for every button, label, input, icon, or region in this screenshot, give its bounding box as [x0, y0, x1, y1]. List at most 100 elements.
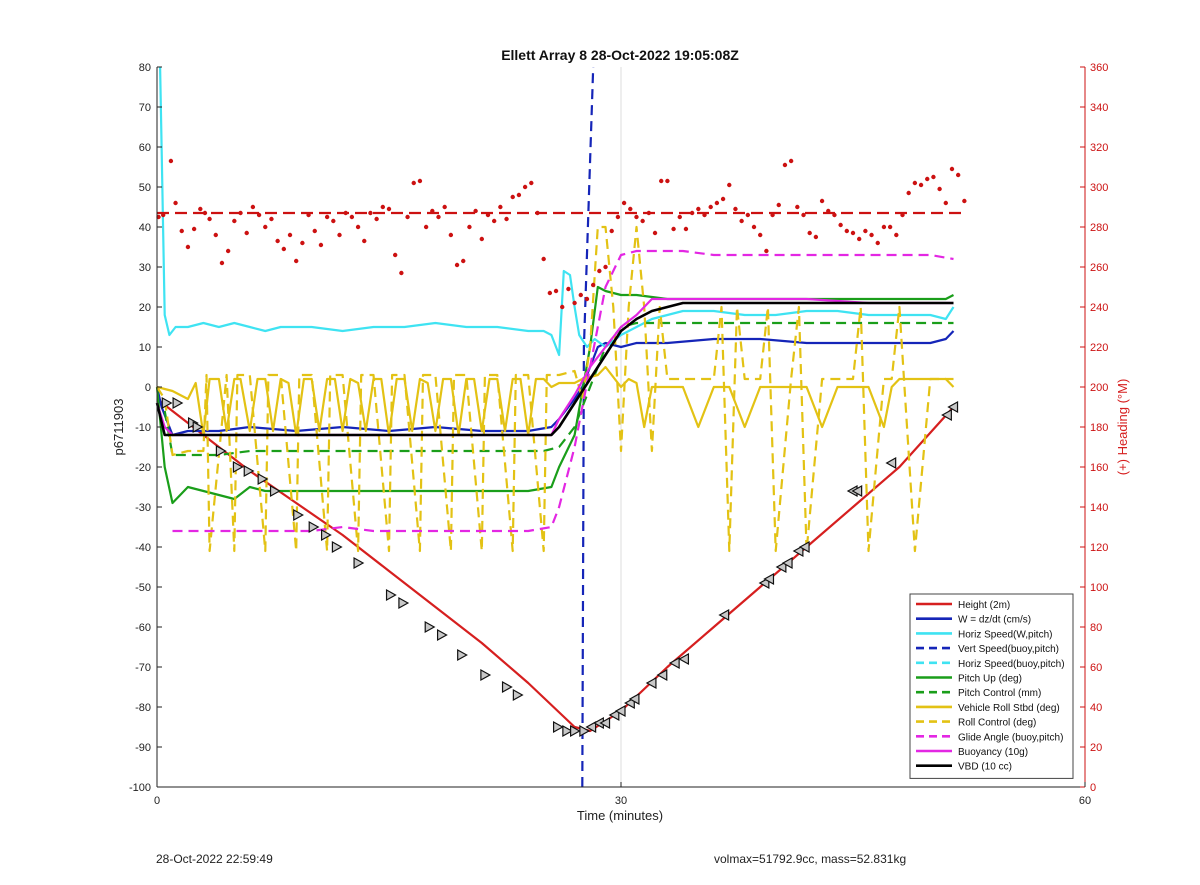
height-marker — [656, 668, 668, 682]
height-marker — [457, 648, 468, 662]
heading-dot — [788, 158, 794, 164]
heading-dot — [566, 286, 571, 292]
series-line — [155, 301, 954, 437]
y-axis-label: p6711903 — [111, 399, 126, 456]
heading-dot — [906, 190, 911, 196]
y-tick-label: 30 — [139, 262, 151, 274]
heading-dot — [213, 232, 218, 238]
y2-tick-label: 140 — [1090, 502, 1108, 514]
heading-dot — [294, 258, 299, 264]
heading-dot — [312, 228, 317, 234]
heading-dots — [156, 158, 967, 310]
height-marker — [385, 588, 397, 602]
y2-tick-label: 280 — [1090, 222, 1108, 234]
y-tick-label: -100 — [129, 782, 151, 794]
height-marker — [599, 716, 611, 730]
y2-tick-label: 300 — [1090, 182, 1108, 194]
heading-dot — [529, 180, 534, 186]
heading-dot — [417, 178, 423, 184]
height-marker — [608, 708, 620, 722]
heading-dot — [949, 166, 955, 172]
heading-dot — [925, 176, 930, 182]
series-line — [581, 66, 595, 788]
heading-dot — [659, 178, 664, 184]
y2-tick-label: 60 — [1090, 662, 1102, 674]
heading-dot — [597, 268, 602, 274]
height-marker — [480, 668, 492, 682]
height-marker — [614, 704, 626, 718]
heading-dot — [535, 210, 540, 216]
heading-dot — [191, 226, 197, 232]
height-marker — [243, 464, 255, 478]
heading-dot — [442, 204, 447, 210]
heading-dot — [776, 202, 781, 208]
y-tick-label: 0 — [145, 382, 151, 394]
heading-dot — [225, 248, 231, 254]
y-tick-label: 70 — [139, 102, 151, 114]
height-marker — [331, 540, 343, 554]
height-marker — [215, 444, 227, 458]
height-marker — [792, 544, 804, 558]
heading-dot — [900, 212, 905, 218]
y-tick-label: -30 — [135, 502, 151, 514]
height-marker — [947, 400, 959, 414]
heading-dot — [584, 296, 590, 302]
heading-dot — [782, 162, 788, 168]
legend-entry: Height (2m) — [958, 600, 1010, 611]
heading-dot — [844, 228, 850, 234]
height-marker — [512, 688, 524, 702]
heading-dot — [578, 292, 583, 298]
heading-dot — [850, 230, 856, 236]
x-tick-label: 0 — [154, 795, 160, 807]
heading-dot — [423, 224, 429, 230]
heading-dot — [875, 240, 880, 246]
y2-tick-label: 120 — [1090, 542, 1108, 554]
height-marker — [585, 720, 597, 734]
heading-dot — [677, 214, 682, 220]
y2-tick-label: 320 — [1090, 142, 1108, 154]
series-line — [163, 321, 954, 457]
heading-dot — [832, 212, 837, 218]
heading-dot — [448, 232, 454, 238]
heading-dot — [881, 224, 887, 230]
height-marker — [424, 620, 436, 634]
height-marker — [941, 408, 952, 422]
y2-tick-label: 240 — [1090, 302, 1108, 314]
heading-dot — [374, 216, 379, 222]
series-lines — [155, 66, 955, 788]
heading-dot — [331, 218, 336, 224]
height-marker — [628, 692, 640, 706]
height-marker — [552, 720, 564, 734]
y-tick-label: -60 — [135, 622, 151, 634]
heading-dot — [306, 212, 311, 218]
heading-dot — [522, 184, 528, 190]
heading-dot — [640, 218, 645, 224]
y-tick-label: -70 — [135, 662, 151, 674]
heading-dot — [931, 174, 936, 180]
heading-dot — [318, 242, 324, 248]
height-marker — [851, 484, 863, 498]
heading-dot — [696, 206, 701, 212]
heading-dot — [764, 248, 769, 254]
heading-dot — [168, 158, 174, 164]
heading-dot — [355, 224, 361, 230]
heading-dot — [590, 282, 596, 288]
heading-dot — [863, 228, 868, 234]
legend-box — [909, 593, 1074, 779]
heading-dot — [491, 218, 497, 224]
heading-dot — [826, 208, 831, 214]
heading-dot — [758, 232, 763, 238]
heading-dot — [894, 232, 899, 238]
legend-entry: Horiz Speed(buoy,pitch) — [958, 659, 1065, 670]
heading-dot — [609, 228, 614, 234]
height-marker — [763, 572, 775, 586]
y-tick-label: 20 — [139, 302, 151, 314]
y-tick-label: -20 — [135, 462, 151, 474]
legend-entry: Roll Control (deg) — [958, 718, 1036, 729]
heading-dot — [795, 204, 800, 210]
heading-dot — [819, 198, 825, 204]
heading-dot — [943, 200, 948, 206]
height-marker — [798, 540, 810, 554]
heading-dot — [646, 210, 652, 216]
